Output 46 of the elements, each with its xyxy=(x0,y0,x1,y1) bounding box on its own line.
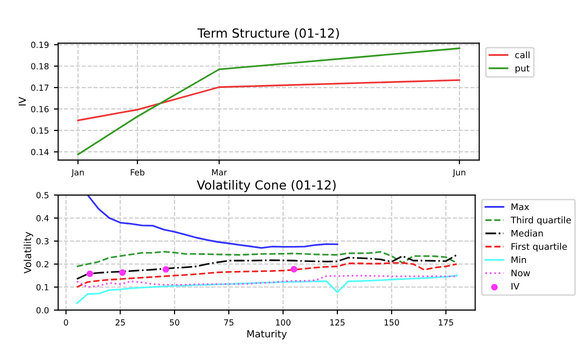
x-tick-label: 175 xyxy=(438,319,454,326)
y-axis-title: Volatility xyxy=(24,232,34,274)
y-tick-label: 0.2 xyxy=(36,261,48,268)
y-tick-label: 0.18 xyxy=(31,63,49,70)
legend-label: Third quartile xyxy=(510,216,571,226)
x-tick-label: Jun xyxy=(452,169,466,178)
y-tick-label: 0.16 xyxy=(31,106,49,112)
line-series xyxy=(76,262,458,288)
x-tick-label: 50 xyxy=(170,319,180,326)
x-tick-label: 25 xyxy=(116,319,125,326)
chart-title: Term Structure (01-12) xyxy=(197,28,339,40)
line-series xyxy=(76,274,458,304)
line-series xyxy=(76,254,458,280)
line-series xyxy=(77,47,460,156)
legend-label: Min xyxy=(512,256,526,264)
line-series xyxy=(76,250,458,268)
y-tick-label: 0.17 xyxy=(31,84,48,91)
y-tick-label: 0.1 xyxy=(36,284,48,290)
x-tick-label: 150 xyxy=(384,319,400,326)
legend-label: First quartile xyxy=(512,242,567,252)
x-tick-label: 0 xyxy=(64,319,68,326)
y-tick-label: 0.4 xyxy=(36,215,49,222)
x-tick-label: Mar xyxy=(212,169,228,176)
y-tick-label: 0.0 xyxy=(36,307,49,314)
y-tick-label: 0.14 xyxy=(31,148,49,156)
legend-label: Median xyxy=(512,230,543,237)
y-tick-label: 0.19 xyxy=(31,42,49,48)
x-tick-label: 75 xyxy=(224,319,234,326)
x-tick-label: 100 xyxy=(276,319,290,326)
y-tick-label: 0.5 xyxy=(36,192,48,198)
legend-label: IV xyxy=(512,282,520,290)
line-series xyxy=(76,274,458,288)
legend-label: put xyxy=(516,65,530,74)
chart-title: Volatility Cone (01-12) xyxy=(196,180,336,192)
x-axis-title: Maturity xyxy=(247,330,287,340)
legend-label: Now xyxy=(512,270,530,276)
x-tick-label: Jan xyxy=(71,169,84,178)
line-series xyxy=(77,79,460,122)
y-tick-label: 0.15 xyxy=(31,127,48,134)
legend-label: Max xyxy=(512,203,530,210)
line-series xyxy=(86,195,338,249)
y-tick-label: 0.3 xyxy=(36,238,48,244)
legend-label: call xyxy=(515,51,530,58)
y-axis-title: IV xyxy=(18,96,26,106)
x-tick-label: Feb xyxy=(130,169,144,176)
x-tick-label: 125 xyxy=(330,319,345,326)
